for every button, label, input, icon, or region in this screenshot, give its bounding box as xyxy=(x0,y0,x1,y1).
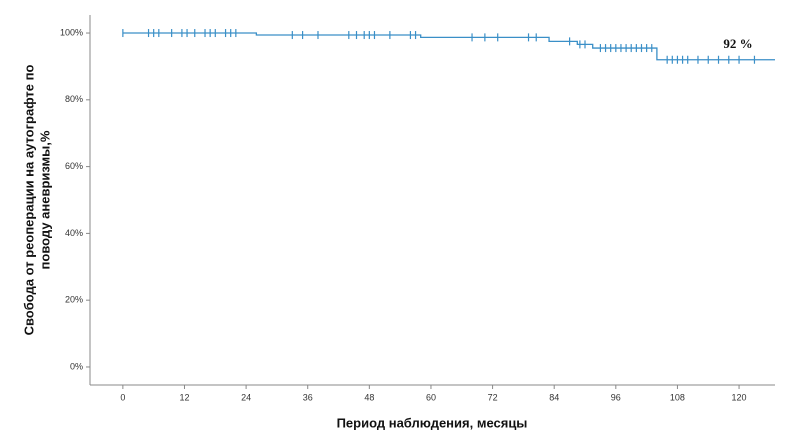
x-tick-label: 72 xyxy=(488,392,498,402)
y-tick-label: 80% xyxy=(65,94,83,104)
x-tick-label: 24 xyxy=(241,392,251,402)
y-axis-title: поводу аневризмы,% xyxy=(37,130,52,269)
x-tick-label: 96 xyxy=(611,392,621,402)
x-tick-label: 0 xyxy=(120,392,125,402)
survival-curve xyxy=(122,32,775,61)
y-tick-label: 20% xyxy=(65,295,83,305)
y-axis-title: Свобода от реоперации на аутографте по xyxy=(21,65,36,336)
y-tick-label: 100% xyxy=(60,27,83,37)
annotation: 92 % xyxy=(723,36,752,51)
y-tick-label: 40% xyxy=(65,228,83,238)
x-tick-label: 60 xyxy=(426,392,436,402)
y-tick-label: 0% xyxy=(70,361,83,371)
y-tick-label: 60% xyxy=(65,161,83,171)
x-tick-label: 12 xyxy=(179,392,189,402)
x-axis-title: Период наблюдения, месяцы xyxy=(337,415,528,430)
x-tick-label: 36 xyxy=(303,392,313,402)
x-tick-label: 120 xyxy=(732,392,747,402)
x-tick-label: 108 xyxy=(670,392,685,402)
x-tick-label: 48 xyxy=(364,392,374,402)
x-tick-label: 84 xyxy=(549,392,559,402)
